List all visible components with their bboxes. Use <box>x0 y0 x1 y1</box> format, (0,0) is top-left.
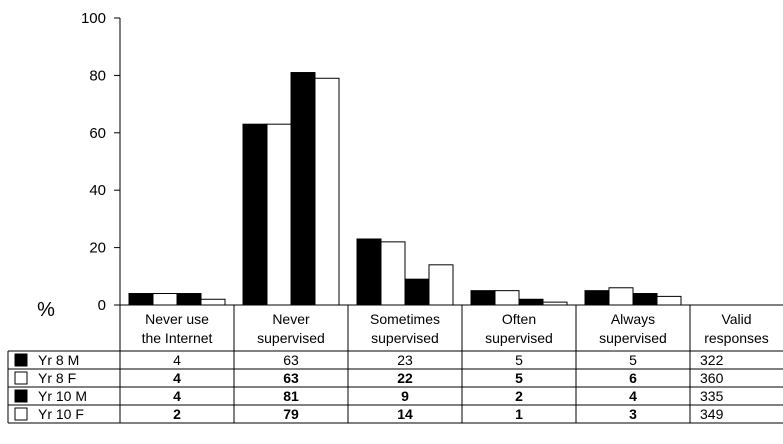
bar-yr-8-f <box>494 290 520 306</box>
data-label: 22 <box>397 370 413 386</box>
bar-yr-8-f <box>380 241 406 306</box>
y-tick-label: 100 <box>81 10 106 27</box>
data-label: 14 <box>397 406 413 422</box>
bar-yr-8-m <box>128 293 154 306</box>
valid-responses-value: 349 <box>700 406 724 422</box>
y-tick-label: 80 <box>89 67 106 84</box>
category-label: supervised <box>599 330 667 346</box>
data-label: 6 <box>629 370 637 386</box>
data-label: 4 <box>173 352 181 368</box>
data-label: 63 <box>283 352 299 368</box>
data-label: 5 <box>515 370 523 386</box>
category-label: supervised <box>371 330 439 346</box>
bar-yr-10-m <box>176 293 202 306</box>
bar-yr-8-f <box>608 287 634 306</box>
valid-responses-header: responses <box>704 330 769 346</box>
bar-yr-8-m <box>356 238 382 306</box>
y-tick-label: 60 <box>89 125 106 142</box>
valid-responses-value: 335 <box>700 388 724 404</box>
data-label: 81 <box>283 388 299 404</box>
legend-swatch <box>14 389 28 403</box>
y-axis-title: % <box>37 299 55 321</box>
bar-yr-10-f <box>200 298 226 306</box>
bar-yr-10-m <box>632 293 658 306</box>
data-label: 4 <box>629 388 637 404</box>
bar-yr-8-f <box>152 293 178 306</box>
bar-yr-10-m <box>290 72 316 306</box>
data-label: 23 <box>397 352 413 368</box>
valid-responses-value: 322 <box>700 352 724 368</box>
data-label: 1 <box>515 406 523 422</box>
category-label: supervised <box>485 330 553 346</box>
valid-responses-value: 360 <box>700 370 724 386</box>
bar-yr-8-m <box>242 123 268 306</box>
category-label: Often <box>502 311 536 327</box>
bar-yr-10-f <box>314 77 340 306</box>
y-tick-label: 20 <box>89 240 106 257</box>
bar-yr-10-f <box>656 295 682 306</box>
data-label: 2 <box>173 406 181 422</box>
bar-yr-10-f <box>428 264 454 306</box>
category-label: supervised <box>257 330 325 346</box>
bar-yr-8-m <box>470 290 496 306</box>
legend-swatch <box>14 353 28 367</box>
bar-yr-10-m <box>518 298 544 306</box>
legend-label: Yr 10 F <box>38 406 84 422</box>
bar-yr-8-m <box>584 290 610 306</box>
data-label: 2 <box>515 388 523 404</box>
data-label: 4 <box>173 370 181 386</box>
category-label: Never <box>272 311 310 327</box>
data-label: 79 <box>283 406 299 422</box>
legend-label: Yr 8 M <box>38 352 79 368</box>
data-label: 63 <box>283 370 299 386</box>
y-tick-label: 0 <box>98 297 106 314</box>
category-label: Never use <box>145 311 209 327</box>
y-tick-label: 40 <box>89 182 106 199</box>
legend-swatch <box>14 371 28 385</box>
data-label: 9 <box>401 388 409 404</box>
data-label: 5 <box>629 352 637 368</box>
valid-responses-header: Valid <box>721 311 751 327</box>
data-label: 4 <box>173 388 181 404</box>
category-label: the Internet <box>142 330 213 346</box>
bar-yr-8-f <box>266 123 292 306</box>
category-label: Always <box>611 311 655 327</box>
bar-yr-10-m <box>404 278 430 306</box>
legend-swatch <box>14 407 28 421</box>
category-label: Sometimes <box>370 311 440 327</box>
legend-label: Yr 8 F <box>38 370 76 386</box>
data-label: 5 <box>515 352 523 368</box>
legend-label: Yr 10 M <box>38 388 87 404</box>
data-label: 3 <box>629 406 637 422</box>
